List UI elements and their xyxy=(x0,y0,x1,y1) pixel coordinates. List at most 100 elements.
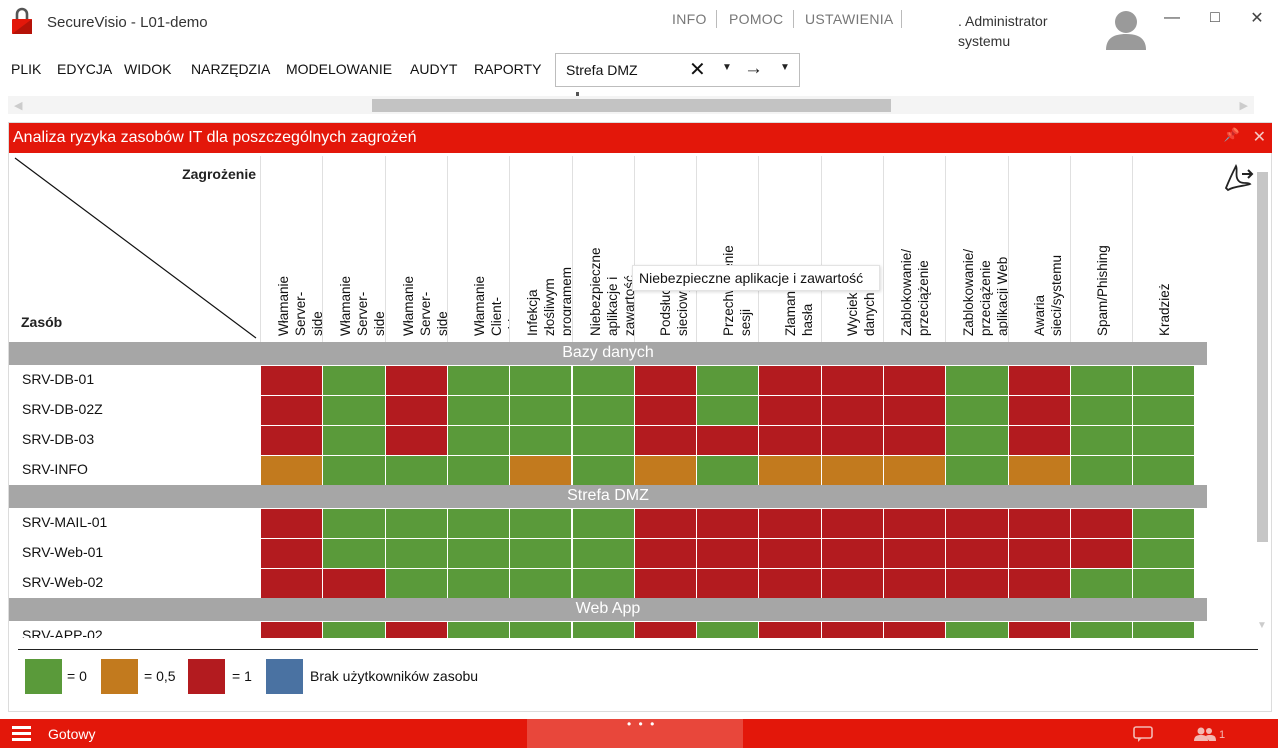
risk-cell[interactable] xyxy=(884,569,947,599)
risk-cell[interactable] xyxy=(447,622,511,638)
risk-cell[interactable] xyxy=(821,366,884,396)
risk-cell[interactable] xyxy=(946,426,1009,456)
risk-cell[interactable] xyxy=(1133,456,1196,486)
risk-cell[interactable] xyxy=(1133,426,1196,456)
threat-column-header[interactable]: Niebezpieczne aplikacje i zawartość xyxy=(571,156,634,342)
risk-cell[interactable] xyxy=(884,622,947,638)
users-icon[interactable] xyxy=(1194,727,1216,741)
clear-icon[interactable]: ✕ xyxy=(689,59,706,81)
risk-cell[interactable] xyxy=(323,622,386,638)
risk-cell[interactable] xyxy=(323,509,386,539)
risk-cell[interactable] xyxy=(447,396,511,426)
risk-cell[interactable] xyxy=(323,539,386,569)
status-expander[interactable]: • • • xyxy=(527,717,743,748)
threat-column-header[interactable]: Wyciek danych xyxy=(820,156,883,342)
risk-cell[interactable] xyxy=(1008,509,1071,539)
menu-file[interactable]: PLIK xyxy=(11,61,42,77)
risk-cell[interactable] xyxy=(510,622,573,638)
risk-cell[interactable] xyxy=(884,366,947,396)
risk-cell[interactable] xyxy=(634,569,698,599)
risk-cell[interactable] xyxy=(697,456,760,486)
risk-cell[interactable] xyxy=(572,366,635,396)
risk-cell[interactable] xyxy=(697,539,760,569)
risk-cell[interactable] xyxy=(759,509,822,539)
risk-cell[interactable] xyxy=(821,569,884,599)
risk-cell[interactable] xyxy=(447,456,511,486)
risk-cell[interactable] xyxy=(261,569,324,599)
risk-cell[interactable] xyxy=(323,456,386,486)
risk-cell[interactable] xyxy=(884,509,947,539)
help-link[interactable]: POMOC xyxy=(729,11,784,27)
scrollbar-thumb[interactable] xyxy=(1257,172,1268,542)
risk-cell[interactable] xyxy=(323,396,386,426)
risk-cell[interactable] xyxy=(946,539,1009,569)
threat-column-header[interactable]: Awaria sieci/systemu xyxy=(1007,156,1070,342)
scroll-down-icon[interactable]: ▼ xyxy=(1257,620,1267,631)
risk-cell[interactable] xyxy=(884,456,947,486)
risk-cell[interactable] xyxy=(261,509,324,539)
risk-cell[interactable] xyxy=(261,426,324,456)
close-icon[interactable]: ✕ xyxy=(1252,129,1266,146)
asset-label[interactable]: SRV-DB-02Z xyxy=(22,401,103,417)
risk-cell[interactable] xyxy=(1008,539,1071,569)
risk-cell[interactable] xyxy=(1133,539,1196,569)
context-value[interactable]: Strefa DMZ xyxy=(566,62,638,78)
vertical-scrollbar[interactable]: ▼ xyxy=(1254,160,1270,631)
arrow-right-icon[interactable]: → xyxy=(744,58,763,79)
scrollbar-thumb[interactable] xyxy=(372,99,891,112)
risk-cell[interactable] xyxy=(1070,456,1134,486)
risk-cell[interactable] xyxy=(634,509,698,539)
horizontal-scrollbar[interactable]: ◀ ▶ xyxy=(8,96,1254,114)
risk-cell[interactable] xyxy=(821,622,884,638)
pdf-export-icon[interactable] xyxy=(1220,162,1256,194)
asset-label[interactable]: SRV-DB-03 xyxy=(22,431,95,447)
risk-cell[interactable] xyxy=(884,396,947,426)
risk-cell[interactable] xyxy=(261,396,324,426)
risk-cell[interactable] xyxy=(1133,622,1196,638)
scroll-left-icon[interactable]: ◀ xyxy=(14,100,23,112)
threat-column-header[interactable]: Podsłuch sieciowy xyxy=(633,156,696,342)
risk-cell[interactable] xyxy=(1133,366,1196,396)
risk-cell[interactable] xyxy=(821,456,884,486)
risk-cell[interactable] xyxy=(884,426,947,456)
risk-cell[interactable] xyxy=(634,622,698,638)
risk-cell[interactable] xyxy=(510,426,573,456)
risk-cell[interactable] xyxy=(759,456,822,486)
close-window-icon[interactable]: ✕ xyxy=(1250,10,1264,27)
risk-cell[interactable] xyxy=(1070,426,1134,456)
risk-cell[interactable] xyxy=(447,509,511,539)
threat-column-header[interactable]: Zablokowanie/ przeciążenie xyxy=(883,156,945,342)
menu-tools[interactable]: NARZĘDZIA xyxy=(191,61,271,77)
threat-column-header[interactable]: Infekcja złośliwym programem xyxy=(509,156,571,342)
risk-cell[interactable] xyxy=(1070,569,1134,599)
threat-column-header[interactable]: Przechwycenie sesji xyxy=(696,156,758,342)
info-link[interactable]: INFO xyxy=(672,11,707,27)
risk-cell[interactable] xyxy=(447,426,511,456)
risk-cell[interactable] xyxy=(697,569,760,599)
risk-cell[interactable] xyxy=(1133,509,1196,539)
risk-cell[interactable] xyxy=(261,622,324,638)
risk-cell[interactable] xyxy=(261,366,324,396)
asset-label[interactable]: SRV-Web-01 xyxy=(22,544,104,560)
risk-cell[interactable] xyxy=(385,622,448,638)
risk-cell[interactable] xyxy=(634,426,698,456)
asset-label[interactable]: SRV-INFO xyxy=(22,461,88,477)
risk-cell[interactable] xyxy=(1008,426,1071,456)
risk-cell[interactable] xyxy=(759,426,822,456)
risk-cell[interactable] xyxy=(759,396,822,426)
risk-cell[interactable] xyxy=(447,569,511,599)
risk-cell[interactable] xyxy=(759,366,822,396)
risk-cell[interactable] xyxy=(884,539,947,569)
user-avatar-icon[interactable] xyxy=(1104,8,1148,50)
risk-cell[interactable] xyxy=(385,426,448,456)
user-name[interactable]: . Administrator systemu xyxy=(958,13,1048,49)
asset-label[interactable]: SRV-APP-02 xyxy=(22,627,103,638)
menu-view[interactable]: WIDOK xyxy=(124,61,172,77)
risk-cell[interactable] xyxy=(323,569,386,599)
threat-column-header[interactable]: Włamanie Server-side (Web) xyxy=(322,156,385,342)
risk-cell[interactable] xyxy=(634,396,698,426)
risk-cell[interactable] xyxy=(1070,396,1134,426)
risk-cell[interactable] xyxy=(1133,569,1196,599)
asset-label[interactable]: SRV-MAIL-01 xyxy=(22,514,108,530)
risk-cell[interactable] xyxy=(946,396,1009,426)
